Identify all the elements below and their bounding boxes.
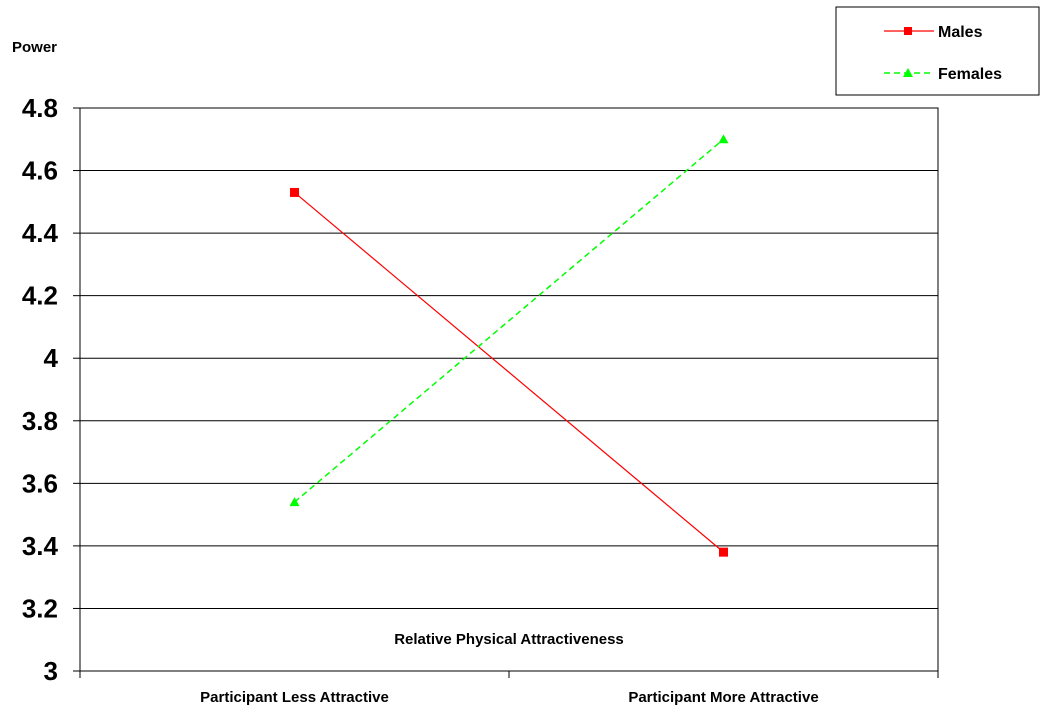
x-axis-ticks: Participant Less Attractive Participant M… [79, 671, 939, 706]
plot-area-frame [79, 107, 939, 672]
y-tick-label: 3.2 [22, 593, 58, 623]
legend-females-label: Females [938, 66, 1002, 83]
y-tick-label: 4 [44, 343, 59, 373]
y-tick-label: 4.2 [22, 281, 58, 311]
y-tick-label: 3 [44, 656, 58, 686]
y-axis-label: Power [12, 39, 57, 56]
x-axis-label: Relative Physical Attractiveness [394, 631, 624, 648]
legend-box [835, 6, 1040, 96]
legend-males-marker [904, 27, 912, 35]
gridlines [80, 170, 938, 609]
y-tick-label: 4.8 [22, 93, 58, 123]
x-tick-label: Participant More Attractive [628, 689, 818, 706]
data-point-females [289, 497, 300, 507]
y-tick-label: 4.6 [22, 156, 58, 186]
y-tick-label: 4.4 [22, 218, 59, 248]
legend-males-label: Males [938, 24, 983, 41]
series-line-males [294, 191, 724, 553]
data-point-females [718, 134, 729, 144]
data-point-males [290, 187, 299, 197]
legend: Males Females [835, 6, 1040, 96]
y-tick-label: 3.4 [22, 531, 59, 561]
data-point-males [719, 547, 728, 557]
series-layer [289, 134, 729, 557]
legend-females-marker [903, 68, 913, 77]
y-tick-label: 3.8 [22, 406, 58, 436]
y-tick-label: 3.6 [22, 468, 58, 498]
series-line-females [294, 138, 724, 503]
x-tick-label: Participant Less Attractive [200, 689, 389, 706]
y-axis-ticks: 3 3.2 3.4 3.6 3.8 4 4.2 4.4 4.6 4.8 [22, 93, 80, 686]
